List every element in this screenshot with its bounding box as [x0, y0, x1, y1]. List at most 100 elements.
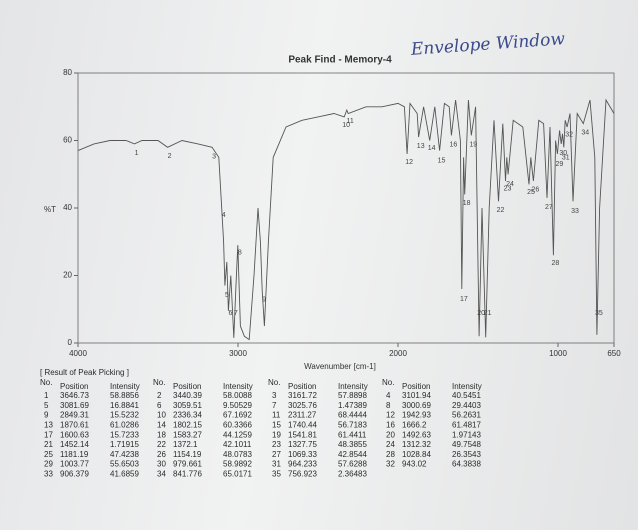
peak-label: 6: [229, 310, 233, 317]
peak-label: 26: [531, 187, 539, 194]
table-cell: 14: [157, 421, 166, 430]
table-cell: 21: [44, 440, 53, 449]
peak-label: 33: [571, 208, 579, 215]
peak-label: 24: [506, 181, 514, 188]
x-tick-label: 1000: [549, 349, 567, 358]
table-cell: 19: [272, 430, 281, 439]
table-cell: 3440.39: [173, 391, 202, 400]
table-cell: 4: [386, 391, 391, 400]
table-cell: 1600.63: [60, 430, 89, 439]
table-cell: 22: [157, 440, 166, 449]
table-cell: 3025.76: [288, 401, 317, 410]
table-cell: 44.1259: [223, 430, 252, 439]
x-tick-label: 650: [607, 349, 621, 358]
table-cell: 35: [272, 470, 281, 479]
peak-label: 9: [262, 296, 266, 303]
peak-label: 19: [469, 141, 477, 148]
table-cell: 20: [386, 430, 395, 439]
x-tick-label: 4000: [69, 349, 87, 358]
table-header: No.: [268, 378, 280, 387]
peak-label: 32: [565, 132, 573, 139]
table-cell: 1.97143: [452, 430, 481, 439]
table-cell: 8: [386, 401, 391, 410]
table-cell: 56.7183: [338, 421, 367, 430]
table-cell: 16.8841: [110, 401, 139, 410]
table-cell: 29.4403: [452, 401, 481, 410]
table-cell: 1740.44: [288, 421, 317, 430]
peak-label: 31: [562, 154, 570, 161]
table-header: Position: [288, 382, 316, 391]
table-cell: 42.8544: [338, 450, 367, 459]
y-tick-label: 0: [68, 338, 73, 347]
peak-label: 2: [168, 153, 172, 160]
table-cell: 7: [272, 401, 277, 410]
table-cell: 18: [157, 430, 166, 439]
table-cell: 15.5232: [110, 411, 139, 420]
peak-label: 30: [559, 150, 567, 157]
x-tick-label: 3000: [229, 349, 247, 358]
table-cell: 1003.77: [60, 460, 89, 469]
table-cell: 2849.31: [60, 411, 89, 420]
table-cell: 979.661: [173, 460, 202, 469]
table-cell: 1942.93: [402, 411, 431, 420]
peak-label: 22: [497, 207, 505, 214]
table-cell: 48.0783: [223, 450, 252, 459]
table-cell: 1372.1: [173, 440, 198, 449]
table-cell: 1492.63: [402, 430, 431, 439]
peak-label: 34: [581, 129, 589, 136]
table-cell: 3059.51: [173, 401, 202, 410]
table-cell: 1327.75: [288, 440, 317, 449]
table-cell: 41.6859: [110, 470, 139, 479]
table-cell: 1154.19: [173, 450, 202, 459]
table-cell: 2336.34: [173, 411, 202, 420]
table-cell: 31: [272, 460, 281, 469]
peak-label: 8: [238, 249, 242, 256]
table-header: Intensity: [452, 382, 482, 391]
table-cell: 13: [44, 421, 53, 430]
spectrum-line: [77, 98, 615, 341]
table-cell: 11: [272, 411, 281, 420]
table-header: No.: [382, 378, 394, 387]
table-cell: 3081.69: [60, 401, 89, 410]
table-cell: 33: [44, 470, 53, 479]
table-cell: 58.0088: [223, 391, 252, 400]
peak-label: 25: [527, 189, 535, 196]
table-cell: 1: [44, 391, 49, 400]
x-axis-label: Wavenumber [cm-1]: [304, 362, 376, 371]
chart-title: Peak Find - Memory-4: [288, 55, 392, 66]
table-cell: 26: [157, 450, 166, 459]
table-cell: 40.5451: [452, 391, 481, 400]
table-cell: 49.7548: [452, 440, 481, 449]
table-cell: 61.4817: [452, 421, 481, 430]
table-cell: 67.1692: [223, 411, 252, 420]
table-cell: 756.923: [288, 470, 317, 479]
peak-label: 15: [438, 157, 446, 164]
table-header: No.: [40, 378, 52, 387]
table-cell: 1.47389: [338, 401, 367, 410]
table-cell: 1312.32: [402, 440, 431, 449]
table-cell: 1452.14: [60, 440, 89, 449]
peak-label: 5: [225, 292, 229, 299]
table-cell: 1028.84: [402, 450, 431, 459]
table-header: Intensity: [223, 382, 253, 391]
peak-label: 20: [477, 310, 485, 317]
peak-label: 10: [342, 122, 350, 129]
table-cell: 25: [44, 450, 53, 459]
table-cell: 47.4238: [110, 450, 139, 459]
table-cell: 3000.69: [402, 401, 431, 410]
y-tick-label: 20: [63, 271, 72, 280]
table-cell: 6: [157, 401, 162, 410]
table-cell: 23: [272, 440, 281, 449]
table-cell: 29: [44, 460, 53, 469]
table-cell: 1870.61: [60, 421, 89, 430]
table-cell: 17: [44, 430, 53, 439]
table-header: Position: [60, 382, 88, 391]
peak-label: 28: [551, 260, 559, 267]
table-cell: 1583.27: [173, 430, 202, 439]
peak-label: 23: [504, 186, 512, 193]
table-header: Intensity: [110, 382, 140, 391]
table-cell: 60.3366: [223, 421, 252, 430]
table-cell: 16: [386, 421, 395, 430]
